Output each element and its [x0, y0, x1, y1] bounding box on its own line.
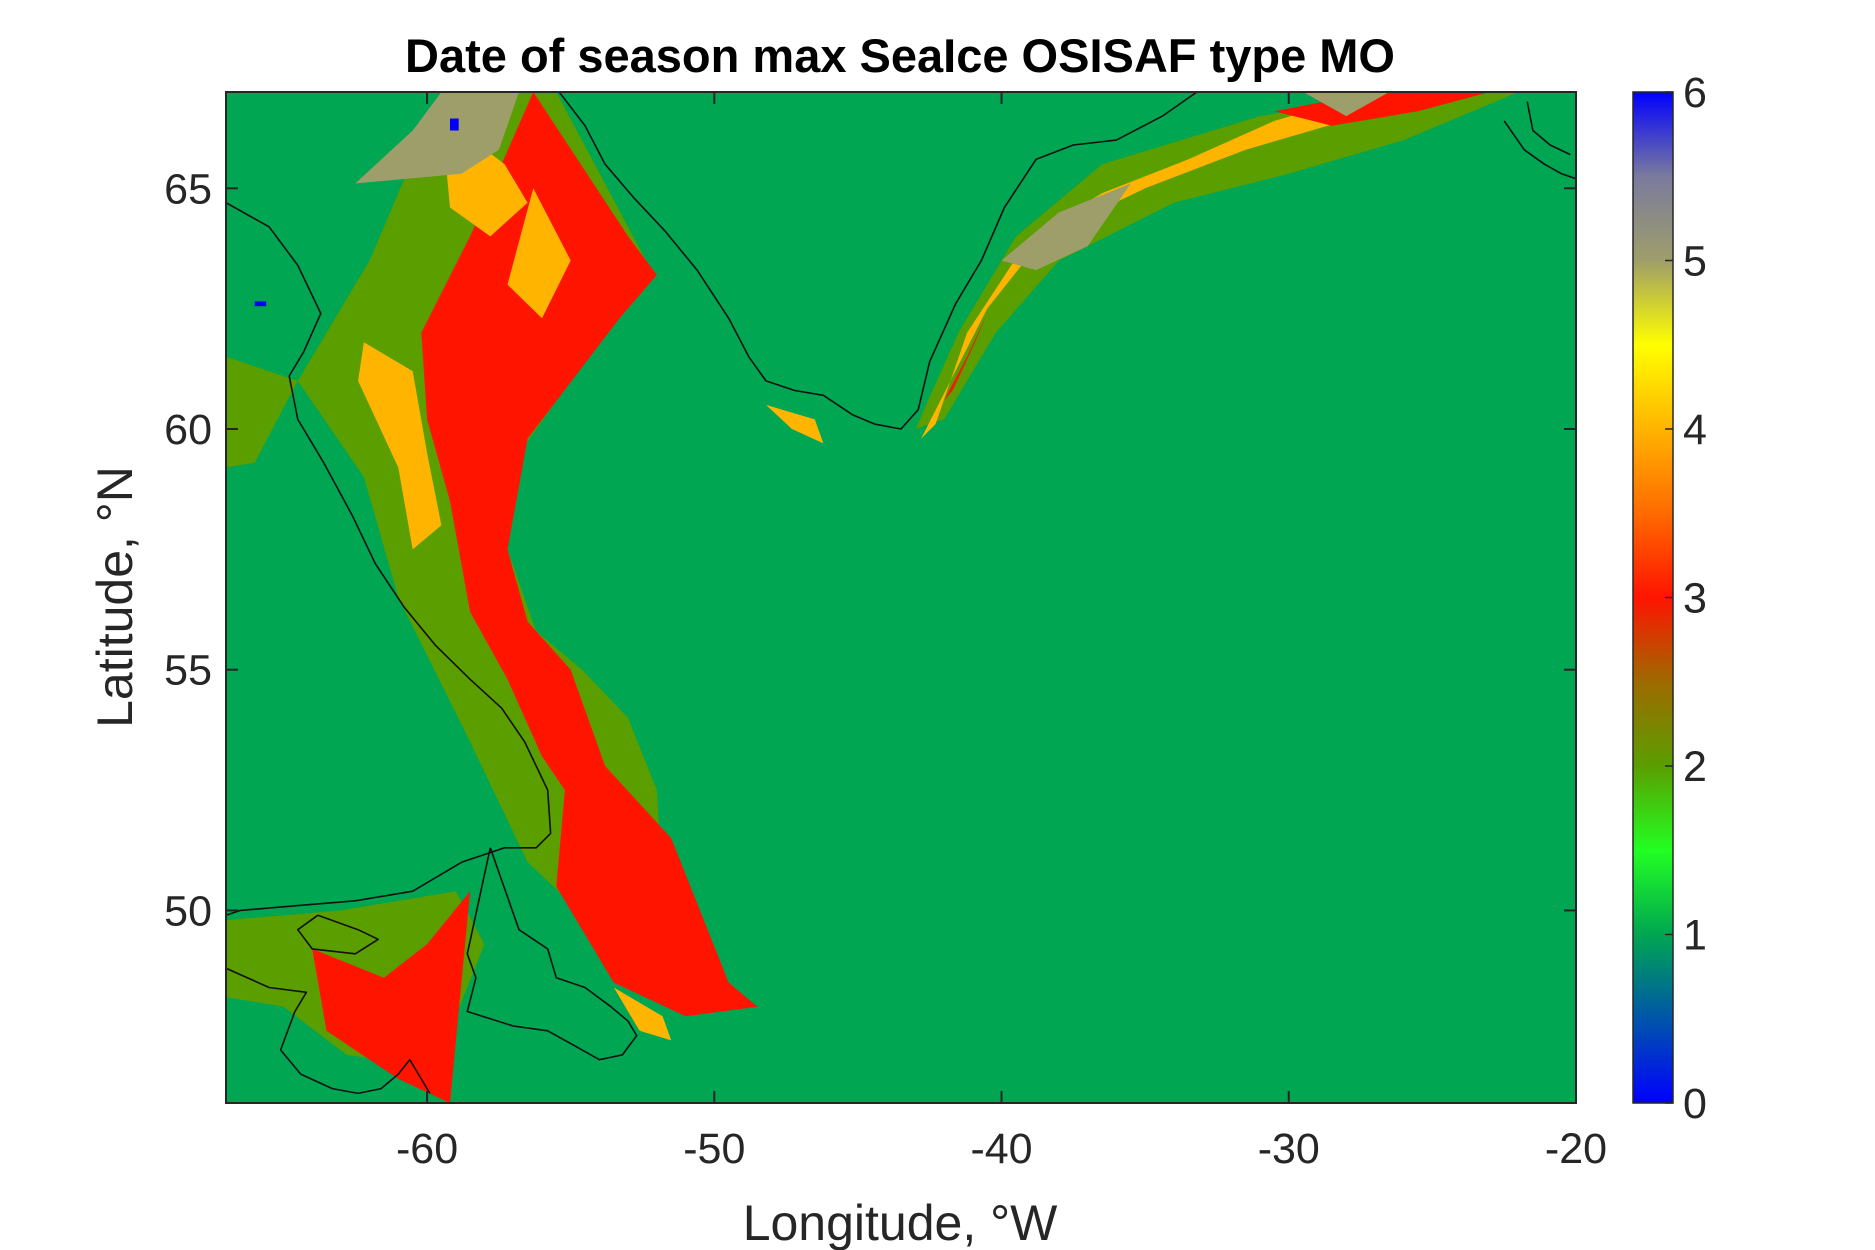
region-value-3	[312, 891, 471, 1103]
region-value-4	[921, 92, 1462, 439]
y-axis-ticks: 50 55 60 65	[164, 165, 1576, 935]
region-value-5	[355, 92, 519, 184]
x-axis-ticks: -60 -50 -40 -30 -20	[396, 92, 1607, 1173]
colorbar-tick-label: 0	[1683, 1080, 1707, 1128]
region-value-4	[766, 404, 824, 444]
region-value-4	[613, 987, 672, 1041]
x-tick-label: -40	[970, 1125, 1032, 1173]
x-tick-label: -60	[396, 1125, 458, 1173]
coastlines	[226, 92, 1576, 1095]
coastline	[1503, 120, 1576, 180]
y-tick-label: 65	[164, 165, 212, 213]
colorbar-tick-label: 4	[1683, 406, 1707, 454]
region-value-6	[450, 118, 459, 131]
region-value-5	[1303, 92, 1390, 117]
x-tick-label: -20	[1545, 1125, 1607, 1173]
region-value-4	[358, 342, 442, 550]
coastline	[226, 202, 322, 377]
colorbar-ticks: 0 1 2 3 4 5 6	[1665, 69, 1707, 1128]
coastline	[226, 375, 552, 916]
chart-title: Date of season max SeaIce OSISAF type MO	[405, 29, 1395, 82]
region-value-2	[226, 356, 298, 468]
y-tick-label: 55	[164, 647, 212, 695]
x-axis-label: Longitude, °W	[743, 1195, 1058, 1250]
ice-date-regions	[226, 92, 1519, 1103]
colorbar-tick-label: 1	[1683, 912, 1707, 960]
y-tick-label: 50	[164, 887, 212, 935]
region-value-4	[507, 188, 571, 319]
x-tick-label: -30	[1258, 1125, 1320, 1173]
region-value-3	[421, 92, 758, 1017]
colorbar-tick-label: 6	[1683, 69, 1707, 117]
colorbar-tick-label: 3	[1683, 575, 1707, 623]
coastline	[226, 967, 431, 1095]
coastline	[296, 914, 380, 955]
y-axis-label: Latitude, °N	[87, 466, 143, 728]
colorbar-tick-label: 2	[1683, 743, 1707, 791]
x-tick-label: -50	[683, 1125, 745, 1173]
region-value-6	[254, 301, 267, 307]
region-value-3	[1274, 92, 1490, 126]
y-tick-label: 60	[164, 406, 212, 454]
colorbar-tick-label: 5	[1683, 238, 1707, 286]
region-value-5	[1001, 183, 1131, 271]
coastline	[1526, 101, 1571, 156]
plot-frame	[225, 91, 1577, 1104]
coastline	[466, 847, 638, 1061]
coastline	[558, 92, 1198, 430]
